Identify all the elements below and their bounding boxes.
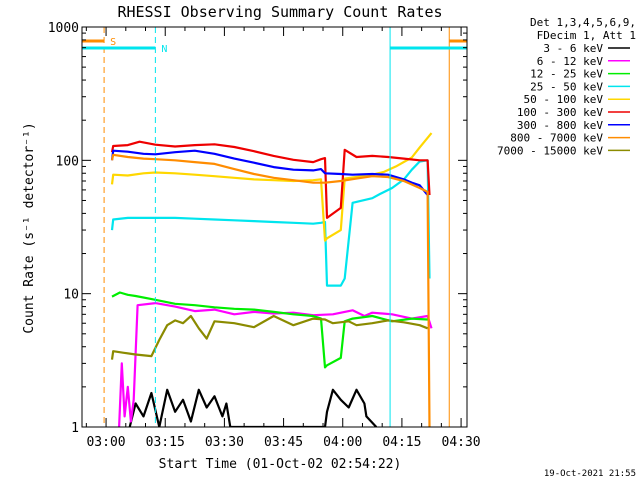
legend-label: 3 - 6 keV — [543, 42, 603, 55]
x-tick-label: 04:30 — [442, 435, 481, 450]
series-line — [110, 149, 429, 196]
series-line — [128, 388, 378, 427]
series-line — [110, 153, 431, 427]
series-line — [118, 302, 433, 427]
flag-label: N — [161, 44, 167, 55]
series-line — [111, 291, 428, 369]
x-axis-label: Start Time (01-Oct-02 02:54:22) — [159, 457, 402, 472]
x-tick-label: 04:15 — [382, 435, 421, 450]
x-tick-label: 03:15 — [146, 435, 185, 450]
legend-header: Det 1,3,4,5,6,9, — [530, 16, 636, 29]
legend-label: 300 - 800 keV — [517, 119, 603, 132]
series-line — [110, 132, 433, 242]
series-line — [110, 314, 429, 360]
x-tick-label: 03:30 — [205, 435, 244, 450]
chart-title: RHESSI Observing Summary Count Rates — [117, 3, 442, 21]
legend-label: 7000 - 15000 keV — [497, 144, 603, 157]
y-axis-label: Count Rate (s⁻¹ detector⁻¹) — [22, 122, 37, 333]
y-tick-label: 10 — [63, 288, 79, 303]
x-tick-label: 03:00 — [86, 435, 125, 450]
y-axis: 1 10 100 1000 — [48, 21, 467, 436]
legend-label: 6 - 12 keV — [537, 55, 604, 68]
timestamp: 19-Oct-2021 21:55 — [544, 469, 636, 479]
flag-label: S — [110, 37, 116, 48]
legend-label: 100 - 300 keV — [517, 106, 603, 119]
x-tick-label: 04:00 — [323, 435, 362, 450]
flag-layer: SN — [82, 27, 467, 427]
y-tick-label: 1000 — [48, 21, 79, 36]
x-axis: 03:00 03:15 03:30 03:45 04:00 04:15 04:30 — [85, 27, 481, 450]
y-tick-label: 1 — [71, 421, 79, 436]
legend-label: 25 - 50 keV — [530, 80, 603, 93]
legend-label: 800 - 7000 keV — [510, 132, 603, 145]
legend-label: 12 - 25 keV — [530, 68, 603, 81]
plot-frame — [81, 26, 468, 428]
series-line — [110, 140, 431, 219]
legend-label: 50 - 100 keV — [524, 93, 604, 106]
y-tick-label: 100 — [56, 154, 79, 169]
series-layer — [110, 132, 433, 427]
x-tick-label: 03:45 — [264, 435, 303, 450]
legend-header: FDecim 1, Att 1 — [537, 29, 636, 42]
legend: Det 1,3,4,5,6,9,FDecim 1, Att 13 - 6 keV… — [497, 16, 636, 157]
